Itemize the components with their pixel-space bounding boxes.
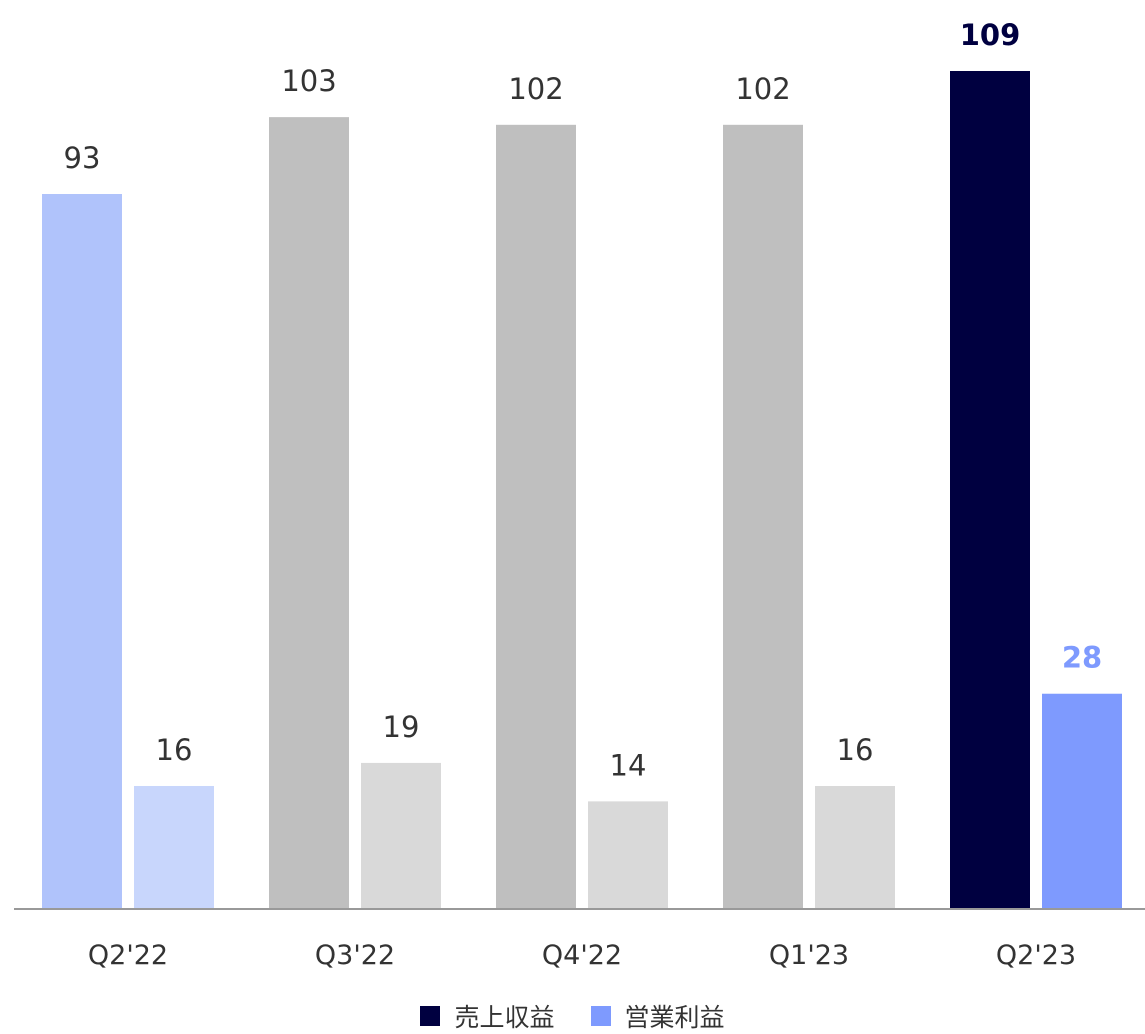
value-label-operating-profit-3: 14 xyxy=(610,748,647,782)
category-label-3: Q4'22 xyxy=(542,940,622,971)
bar-revenue-3 xyxy=(496,124,576,909)
bar-operating-profit-3 xyxy=(588,801,668,909)
bar-operating-profit-4 xyxy=(815,785,895,909)
bar-operating-profit-5 xyxy=(1042,693,1122,909)
value-label-revenue-3: 102 xyxy=(508,72,563,106)
bar-chart: 93 16 103 19 102 14 102 16 109 28 Q2'22 Q3'22 Q4'22… xyxy=(14,18,1145,971)
bar-revenue-1 xyxy=(42,194,122,910)
legend-label-operating-profit: 営業利益 xyxy=(624,1003,725,1032)
bar-revenue-2 xyxy=(269,117,349,910)
category-labels-group: Q2'22 Q3'22 Q4'22 Q1'23 Q2'23 xyxy=(88,940,1076,971)
value-labels-group: 93 16 103 19 102 14 102 16 109 28 xyxy=(64,18,1103,782)
legend: 売上収益 営業利益 xyxy=(0,1000,1145,1032)
legend-label-revenue: 売上収益 xyxy=(454,1003,555,1032)
legend-item-operating-profit: 営業利益 xyxy=(590,998,725,1034)
value-label-operating-profit-2: 19 xyxy=(383,710,420,744)
value-label-revenue-4: 102 xyxy=(735,72,790,106)
category-label-5: Q2'23 xyxy=(996,940,1076,971)
bar-revenue-4 xyxy=(723,124,803,909)
value-label-operating-profit-1: 16 xyxy=(156,733,193,767)
legend-item-revenue: 売上収益 xyxy=(420,998,555,1034)
value-label-revenue-5: 109 xyxy=(960,18,1021,52)
category-label-1: Q2'22 xyxy=(88,940,168,971)
bar-revenue-5 xyxy=(950,71,1030,909)
legend-swatch-revenue xyxy=(420,1006,441,1026)
value-label-operating-profit-5: 28 xyxy=(1062,641,1102,675)
value-label-operating-profit-4: 16 xyxy=(837,733,874,767)
value-label-revenue-1: 93 xyxy=(64,141,101,175)
category-label-2: Q3'22 xyxy=(315,940,395,971)
legend-swatch-operating-profit xyxy=(590,1006,611,1026)
category-label-4: Q1'23 xyxy=(769,940,849,971)
bars-group xyxy=(42,71,1122,910)
value-label-revenue-2: 103 xyxy=(281,64,336,98)
bar-operating-profit-1 xyxy=(134,785,214,909)
bar-operating-profit-2 xyxy=(361,762,441,909)
